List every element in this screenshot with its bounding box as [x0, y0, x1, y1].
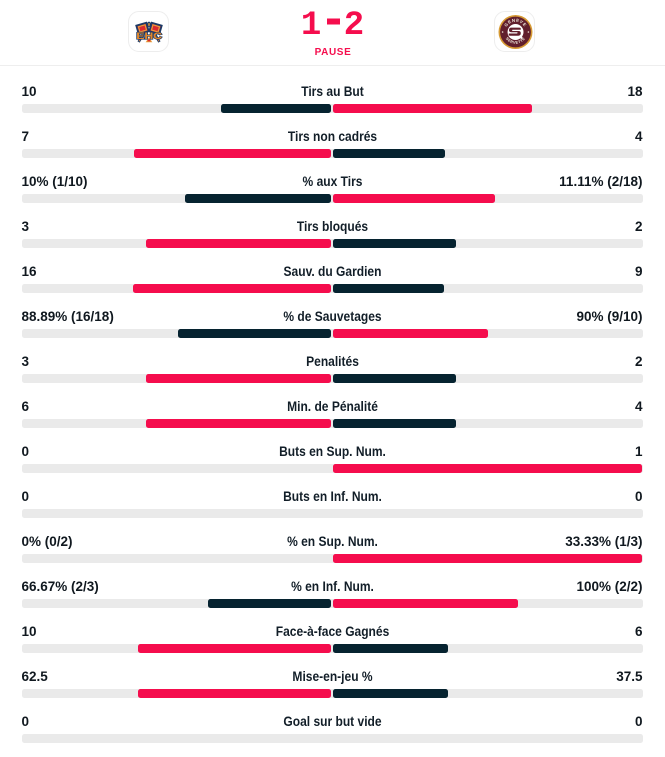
svg-text:EHC: EHC: [136, 31, 162, 41]
svg-text:EHC: EHC: [136, 31, 162, 41]
svg-text:GENEVE: GENEVE: [503, 18, 528, 28]
